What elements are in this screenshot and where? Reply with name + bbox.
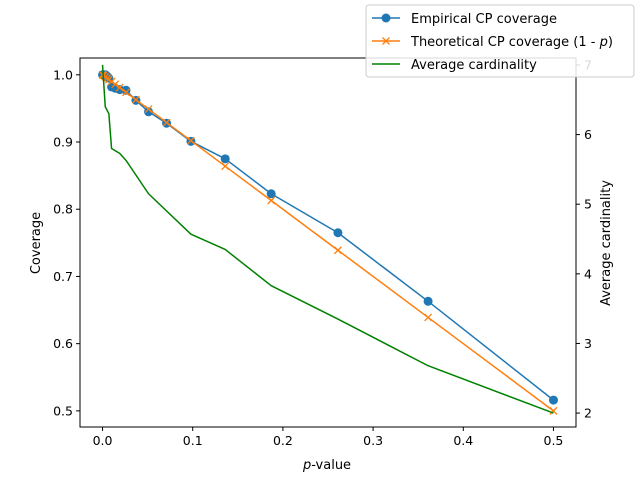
data-point-theoretical — [186, 136, 195, 145]
data-point-theoretical — [333, 246, 342, 255]
data-point-theoretical — [549, 406, 558, 415]
y-tick-label: 0.7 — [53, 269, 73, 284]
data-point-empirical — [333, 228, 343, 238]
data-point-theoretical — [115, 83, 124, 92]
x-axis-title: p-value — [302, 458, 351, 473]
data-point-empirical — [266, 189, 276, 199]
plot-frame — [79, 57, 577, 428]
data-point-theoretical — [267, 196, 276, 205]
data-point-empirical — [548, 395, 558, 405]
x-tick-label: 0.3 — [363, 433, 383, 448]
data-point-theoretical — [424, 313, 433, 322]
data-point-theoretical — [131, 95, 140, 104]
y2-tick-label: 6 — [584, 127, 592, 142]
legend-marker-circle — [381, 13, 391, 23]
x-tick-label: 0.4 — [453, 433, 473, 448]
y2-tick-label: 4 — [584, 266, 592, 281]
series-line-cardinality — [101, 64, 554, 414]
y-tick-label: 0.8 — [53, 202, 73, 217]
legend-label-theoretical-italic: p — [599, 35, 608, 50]
x-axis-title-rest: -value — [311, 458, 351, 473]
x-tick-label: 0.1 — [183, 433, 203, 448]
y2-tick-label: 5 — [584, 197, 592, 212]
legend-label-theoretical-after: ) — [608, 35, 613, 50]
legend-label-theoretical-before: Theoretical CP coverage (1 - — [410, 35, 600, 50]
data-point-empirical — [220, 154, 230, 164]
y-axis-title: Coverage — [29, 212, 44, 274]
y-axis-right: 234567 — [576, 57, 592, 421]
y2-tick-label: 2 — [584, 406, 592, 421]
data-point-theoretical — [122, 88, 130, 97]
y2-axis-title: Average cardinality — [599, 180, 614, 306]
x-tick-label: 0.0 — [93, 433, 113, 448]
legend-frame — [365, 4, 635, 78]
data-point-theoretical — [162, 118, 171, 127]
y-tick-label: 0.9 — [53, 135, 73, 150]
x-axis-title-italic: p — [302, 458, 311, 473]
x-axis: 0.0 0.1 0.2 0.3 0.4 0.5 — [93, 427, 564, 448]
legend-item-empirical: Empirical CP coverage — [372, 12, 557, 27]
data-point-empirical — [423, 296, 433, 306]
y-tick-label: 0.5 — [53, 403, 73, 418]
series-line-theoretical — [102, 74, 554, 412]
x-tick-label: 0.2 — [273, 433, 293, 448]
legend-label-empirical: Empirical CP coverage — [411, 12, 557, 27]
data-point-empirical — [144, 107, 154, 117]
legend-item-cardinality: Average cardinality — [372, 58, 537, 73]
legend: Empirical CP coverage Theoretical CP cov… — [365, 4, 635, 78]
data-point-empirical — [121, 85, 131, 95]
data-point-theoretical — [221, 162, 230, 171]
plot-area — [79, 57, 577, 428]
legend-label-cardinality: Average cardinality — [411, 58, 537, 73]
data-point-theoretical — [111, 80, 120, 89]
x-tick-label: 0.5 — [544, 433, 564, 448]
legend-marker-x — [382, 37, 390, 45]
data-point-theoretical — [144, 105, 153, 114]
y-tick-label: 0.6 — [53, 336, 73, 351]
y2-tick-label: 3 — [584, 336, 592, 351]
legend-item-theoretical: Theoretical CP coverage (1 - p) — [372, 35, 613, 50]
legend-label-theoretical: Theoretical CP coverage (1 - p) — [410, 35, 613, 50]
y-axis-left: 0.5 0.6 0.7 0.8 0.9 1.0 — [53, 67, 80, 418]
y-tick-label: 1.0 — [53, 67, 73, 82]
